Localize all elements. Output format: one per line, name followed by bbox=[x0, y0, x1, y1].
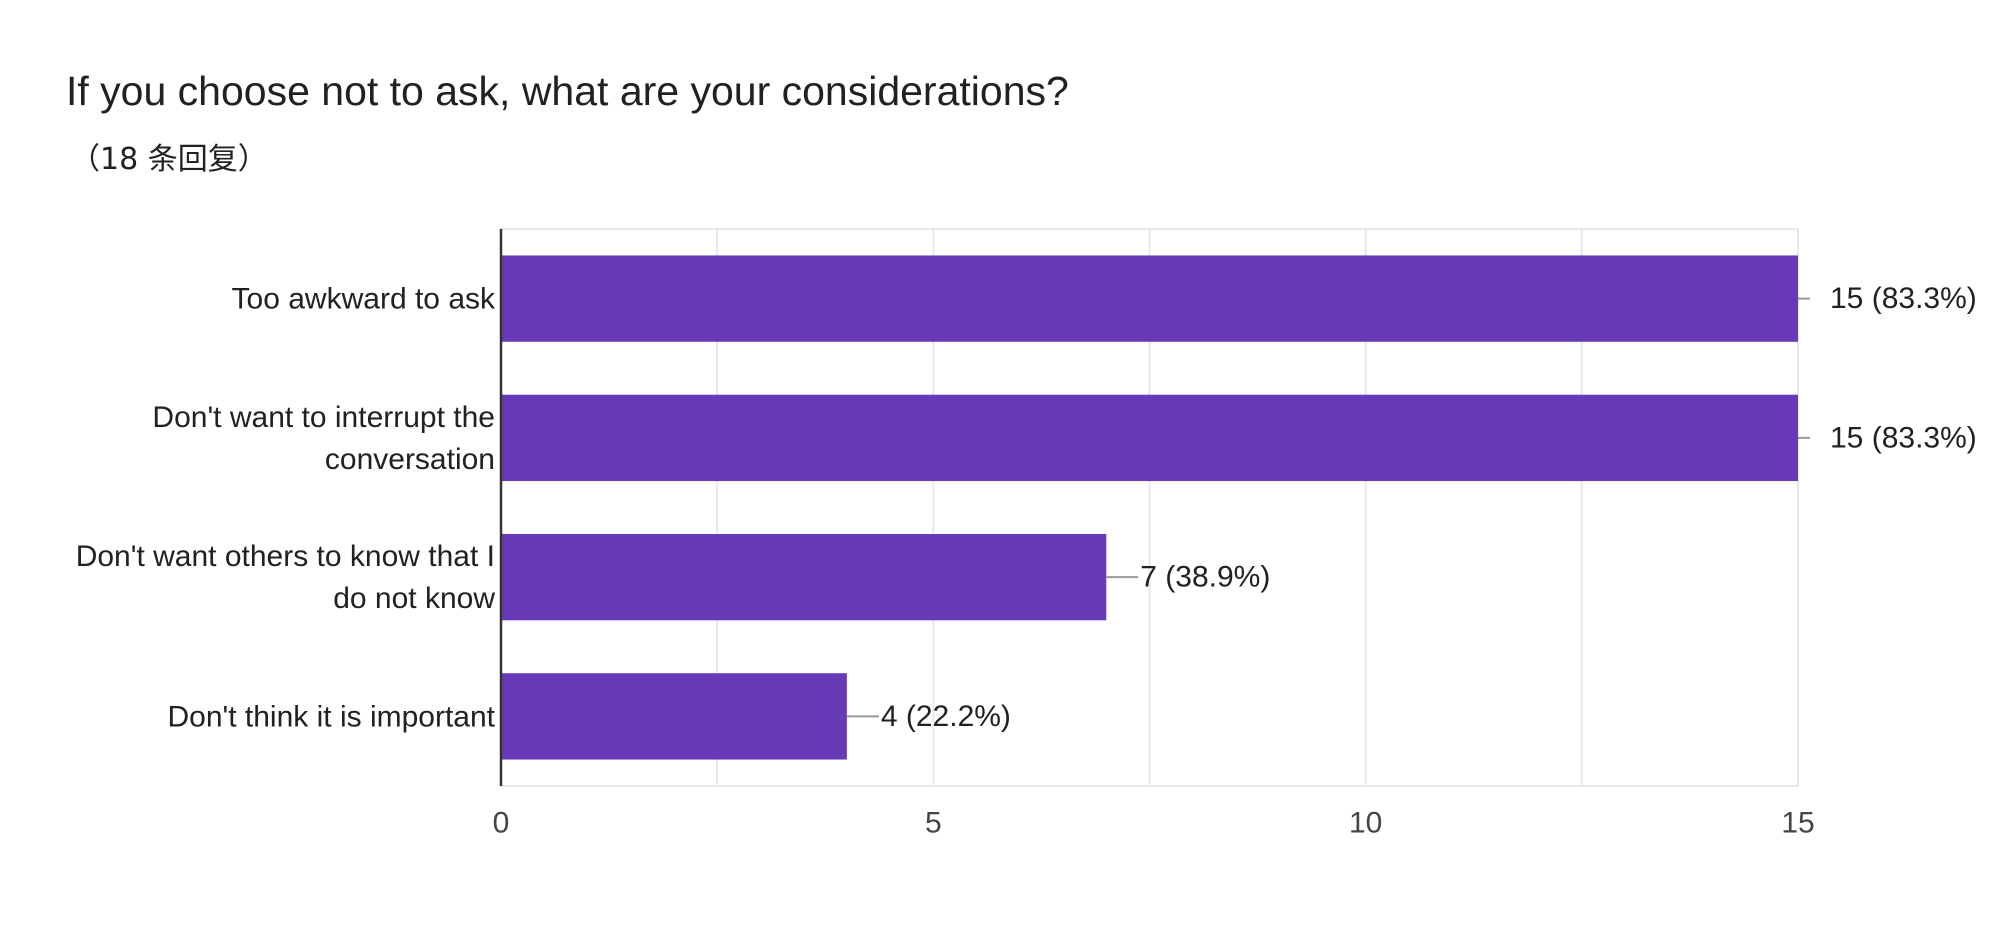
category-label-line: do not know bbox=[333, 582, 495, 615]
chart-subtitle: （18 条回复） bbox=[70, 142, 268, 177]
category-label-line: Don't think it is important bbox=[167, 700, 495, 733]
x-tick-label: 15 bbox=[1781, 807, 1814, 840]
bar bbox=[501, 394, 1798, 482]
chart-title: If you choose not to ask, what are your … bbox=[66, 68, 1069, 114]
value-label: 4 (22.2%) bbox=[881, 700, 1011, 733]
category-label: Don't want others to know that I do not k… bbox=[76, 540, 496, 615]
value-label: 15 (83.3%) bbox=[1830, 421, 1977, 454]
bar bbox=[501, 673, 847, 760]
category-label: Don't think it is important bbox=[167, 700, 495, 733]
x-tick-label: 5 bbox=[925, 807, 942, 840]
x-tick-labels: 0 5 10 15 bbox=[493, 807, 1815, 840]
bar bbox=[501, 533, 1107, 621]
value-label: 15 (83.3%) bbox=[1830, 282, 1977, 315]
category-label-line: conversation bbox=[325, 442, 495, 475]
value-label: 7 (38.9%) bbox=[1140, 561, 1270, 594]
category-label-line: Too awkward to ask bbox=[232, 282, 496, 315]
bar bbox=[501, 255, 1798, 342]
category-labels: Too awkward to ask Don't want to interrup… bbox=[76, 282, 496, 733]
bars bbox=[501, 255, 1798, 760]
value-labels: 15 (83.3%) 15 (83.3%) 7 (38.9%) 4 (22.2%) bbox=[846, 282, 1977, 733]
x-tick-label: 10 bbox=[1349, 807, 1382, 840]
x-tick-label: 0 bbox=[493, 807, 510, 840]
category-label-line: Don't want others to know that I bbox=[76, 540, 495, 573]
category-label-line: Don't want to interrupt the bbox=[152, 400, 495, 433]
category-label: Too awkward to ask bbox=[232, 282, 496, 315]
category-label: Don't want to interrupt the conversation bbox=[152, 400, 495, 475]
